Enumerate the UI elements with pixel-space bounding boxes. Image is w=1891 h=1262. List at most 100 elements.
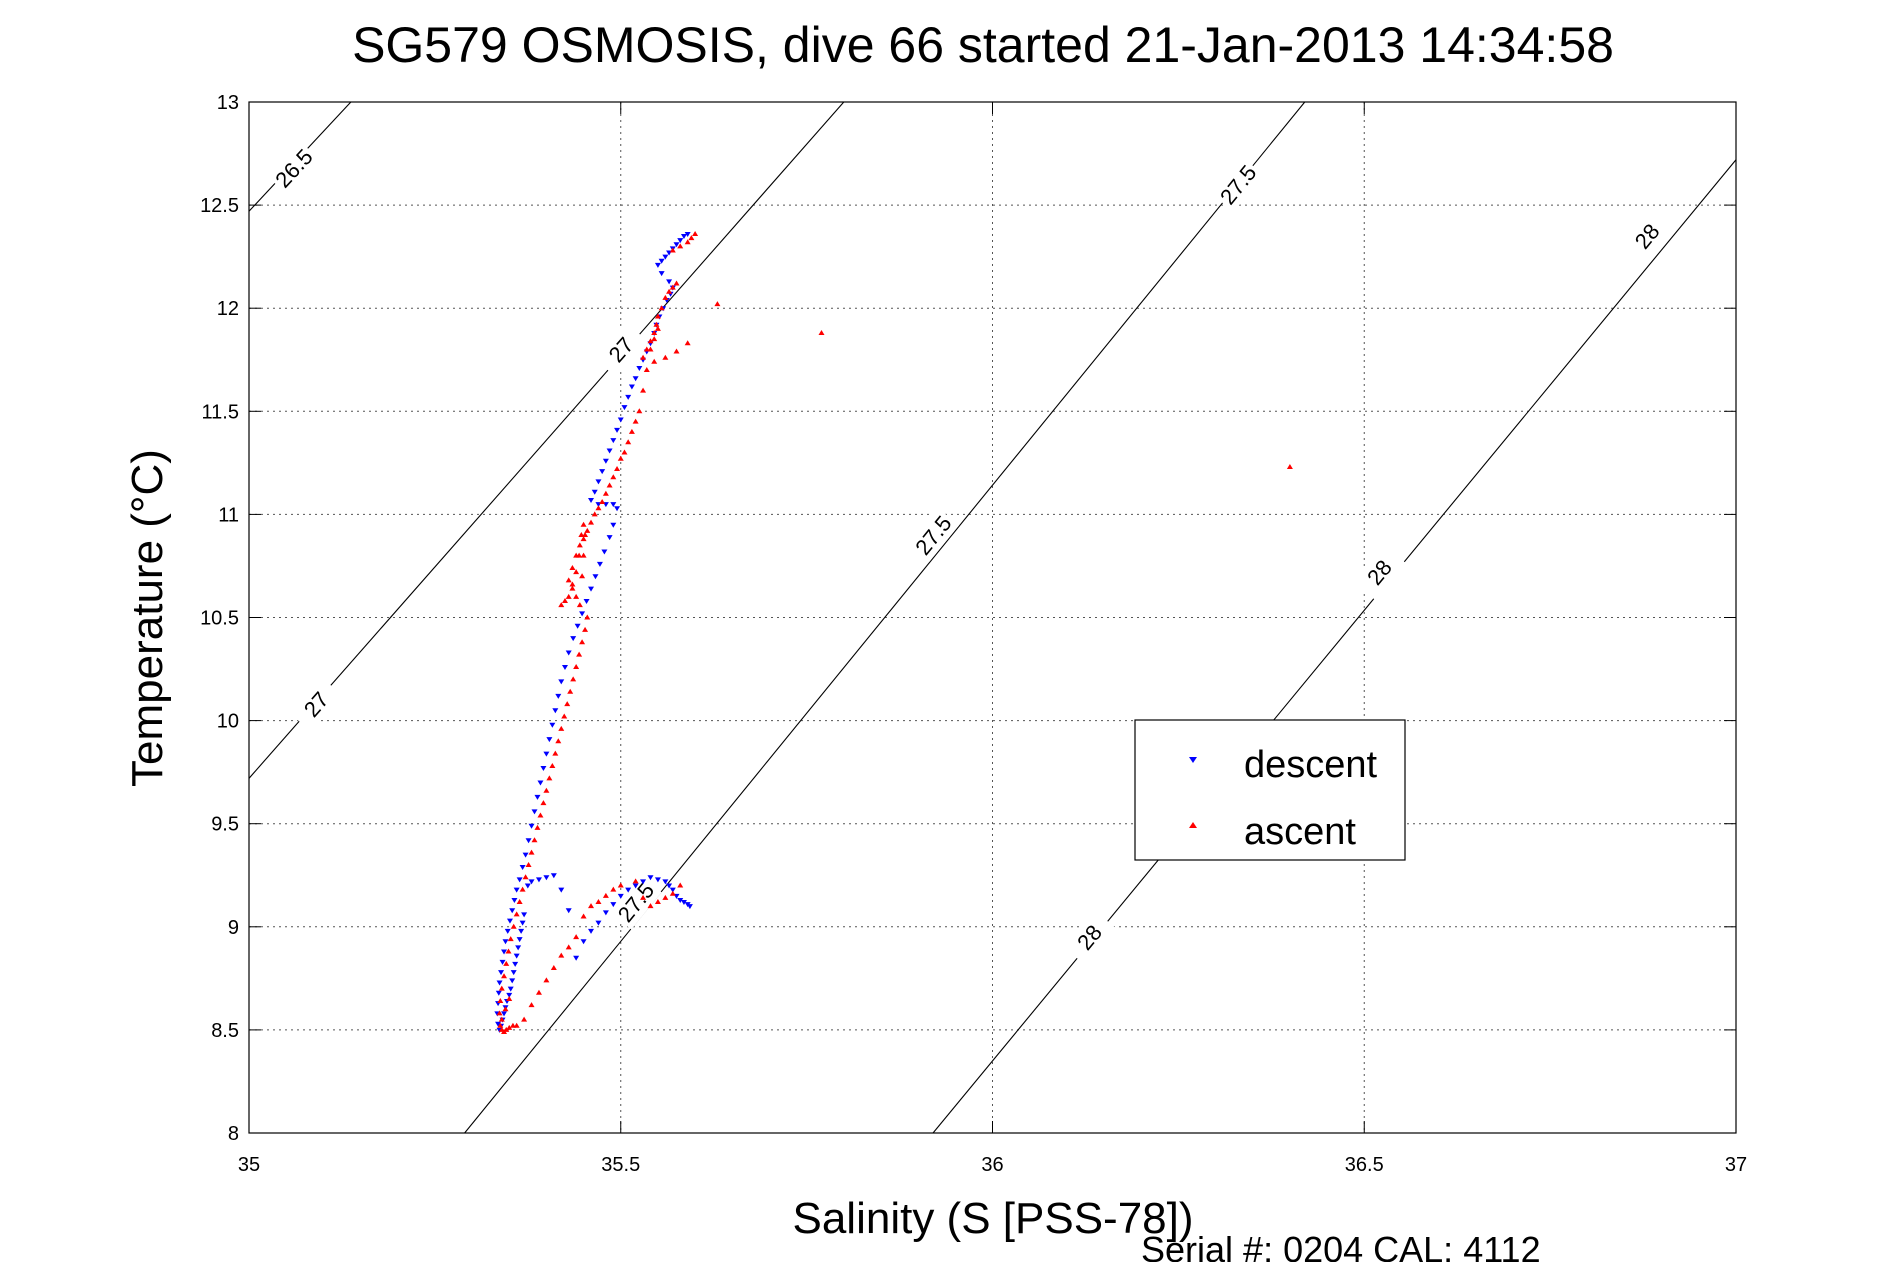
data-point-ascent <box>617 882 624 888</box>
contour-label-bg <box>1063 909 1116 965</box>
data-point-descent <box>543 751 550 757</box>
data-point-ascent <box>567 688 574 694</box>
y-tick-label: 12 <box>217 298 239 320</box>
contour-label-bg <box>267 140 321 196</box>
y-tick-label: 10 <box>217 711 239 733</box>
data-point-ascent <box>549 762 556 768</box>
data-point-ascent <box>525 861 532 867</box>
data-point-descent <box>540 766 547 772</box>
legend-label-descent: descent <box>1244 744 1378 786</box>
data-point-ascent <box>692 230 699 236</box>
axis-ticks: 35 35.5 36 36.5 37 8 8.5 9 9.5 10 10.5 11 11.5 12 12.5… <box>200 92 1747 1176</box>
data-point-descent <box>513 953 520 959</box>
data-point-descent <box>528 823 535 829</box>
y-tick-label: 10.5 <box>200 608 239 630</box>
data-point-descent <box>501 949 508 955</box>
contour-label-bg <box>289 676 343 732</box>
data-point-descent <box>621 405 628 411</box>
data-point-descent <box>610 522 617 528</box>
y-axis-label: Temperature (°C) <box>123 449 172 787</box>
data-point-ascent <box>640 354 647 360</box>
data-point-descent <box>519 865 526 871</box>
data-point-descent <box>499 959 506 965</box>
data-point-descent <box>565 908 572 914</box>
data-point-descent <box>583 599 590 605</box>
data-point-ascent <box>510 923 517 929</box>
data-point-ascent <box>673 348 680 354</box>
data-point-ascent <box>580 536 587 542</box>
data-point-descent <box>495 990 502 996</box>
data-point-ascent <box>540 800 547 806</box>
data-point-ascent <box>669 890 676 896</box>
legend-marker-descent <box>1189 757 1197 763</box>
data-point-descent <box>549 722 556 728</box>
data-point-ascent <box>564 701 571 707</box>
data-point-descent <box>596 561 603 567</box>
data-point-ascent <box>528 1002 535 1008</box>
data-point-descent <box>509 908 516 914</box>
data-point-ascent <box>647 346 654 352</box>
data-point-descent <box>588 497 595 503</box>
data-point-ascent <box>640 387 647 393</box>
data-point-descent <box>617 893 624 899</box>
data-point-ascent <box>654 325 661 331</box>
data-point-ascent <box>543 787 550 793</box>
data-point-descent <box>516 937 523 943</box>
data-point-ascent <box>651 329 658 335</box>
data-point-descent <box>669 887 676 893</box>
data-point-ascent <box>522 874 529 880</box>
legend-label-ascent: ascent <box>1244 811 1356 853</box>
contour-line-28 <box>932 159 1737 1134</box>
data-point-descent <box>502 939 509 945</box>
y-tick-label: 9.5 <box>211 814 239 836</box>
data-point-ascent <box>662 894 669 900</box>
data-point-descent <box>680 900 687 906</box>
x-tick-label: 35 <box>238 1154 260 1176</box>
data-point-ascent <box>576 602 583 608</box>
series-ascent <box>496 230 1293 1034</box>
data-point-descent <box>506 918 513 924</box>
data-point-ascent <box>513 911 520 917</box>
data-point-ascent <box>501 973 508 979</box>
data-point-ascent <box>651 336 658 342</box>
contour-label-bg <box>609 874 662 930</box>
data-point-ascent <box>561 598 568 604</box>
data-point-ascent <box>569 565 576 571</box>
data-point-descent <box>614 427 621 433</box>
y-tick-label: 11.5 <box>202 401 239 423</box>
data-point-ascent <box>578 532 585 538</box>
data-point-ascent <box>555 738 562 744</box>
data-point-ascent <box>513 1022 520 1028</box>
y-tick-label: 12.5 <box>200 195 239 217</box>
data-point-descent <box>610 502 617 508</box>
data-point-ascent <box>498 985 505 991</box>
data-point-ascent <box>658 305 665 311</box>
data-point-ascent <box>580 552 587 558</box>
data-point-ascent <box>565 944 572 950</box>
data-point-descent <box>550 873 557 879</box>
data-point-ascent <box>496 1010 503 1016</box>
data-point-descent <box>565 650 572 656</box>
data-point-descent <box>516 877 523 883</box>
contour-label-bg <box>1211 157 1264 212</box>
data-point-ascent <box>516 899 523 905</box>
data-point-ascent <box>647 338 654 344</box>
legend: descent ascent <box>1134 719 1406 861</box>
data-point-ascent <box>528 849 535 855</box>
data-point-descent <box>498 970 505 976</box>
data-point-descent <box>662 254 669 260</box>
data-point-descent <box>666 883 673 889</box>
data-point-ascent <box>677 882 684 888</box>
data-point-ascent <box>565 577 572 583</box>
data-point-ascent <box>573 663 580 669</box>
data-point-ascent <box>503 1026 510 1032</box>
data-point-ascent <box>653 321 660 327</box>
data-point-ascent <box>498 1016 505 1022</box>
data-point-ascent <box>550 965 557 971</box>
data-point-descent <box>654 877 661 883</box>
data-point-descent <box>592 574 599 580</box>
x-axis-label: Salinity (S [PSS-78]) <box>792 1194 1193 1243</box>
data-point-descent <box>574 623 581 629</box>
data-point-descent <box>632 376 639 382</box>
data-point-descent <box>602 458 609 464</box>
